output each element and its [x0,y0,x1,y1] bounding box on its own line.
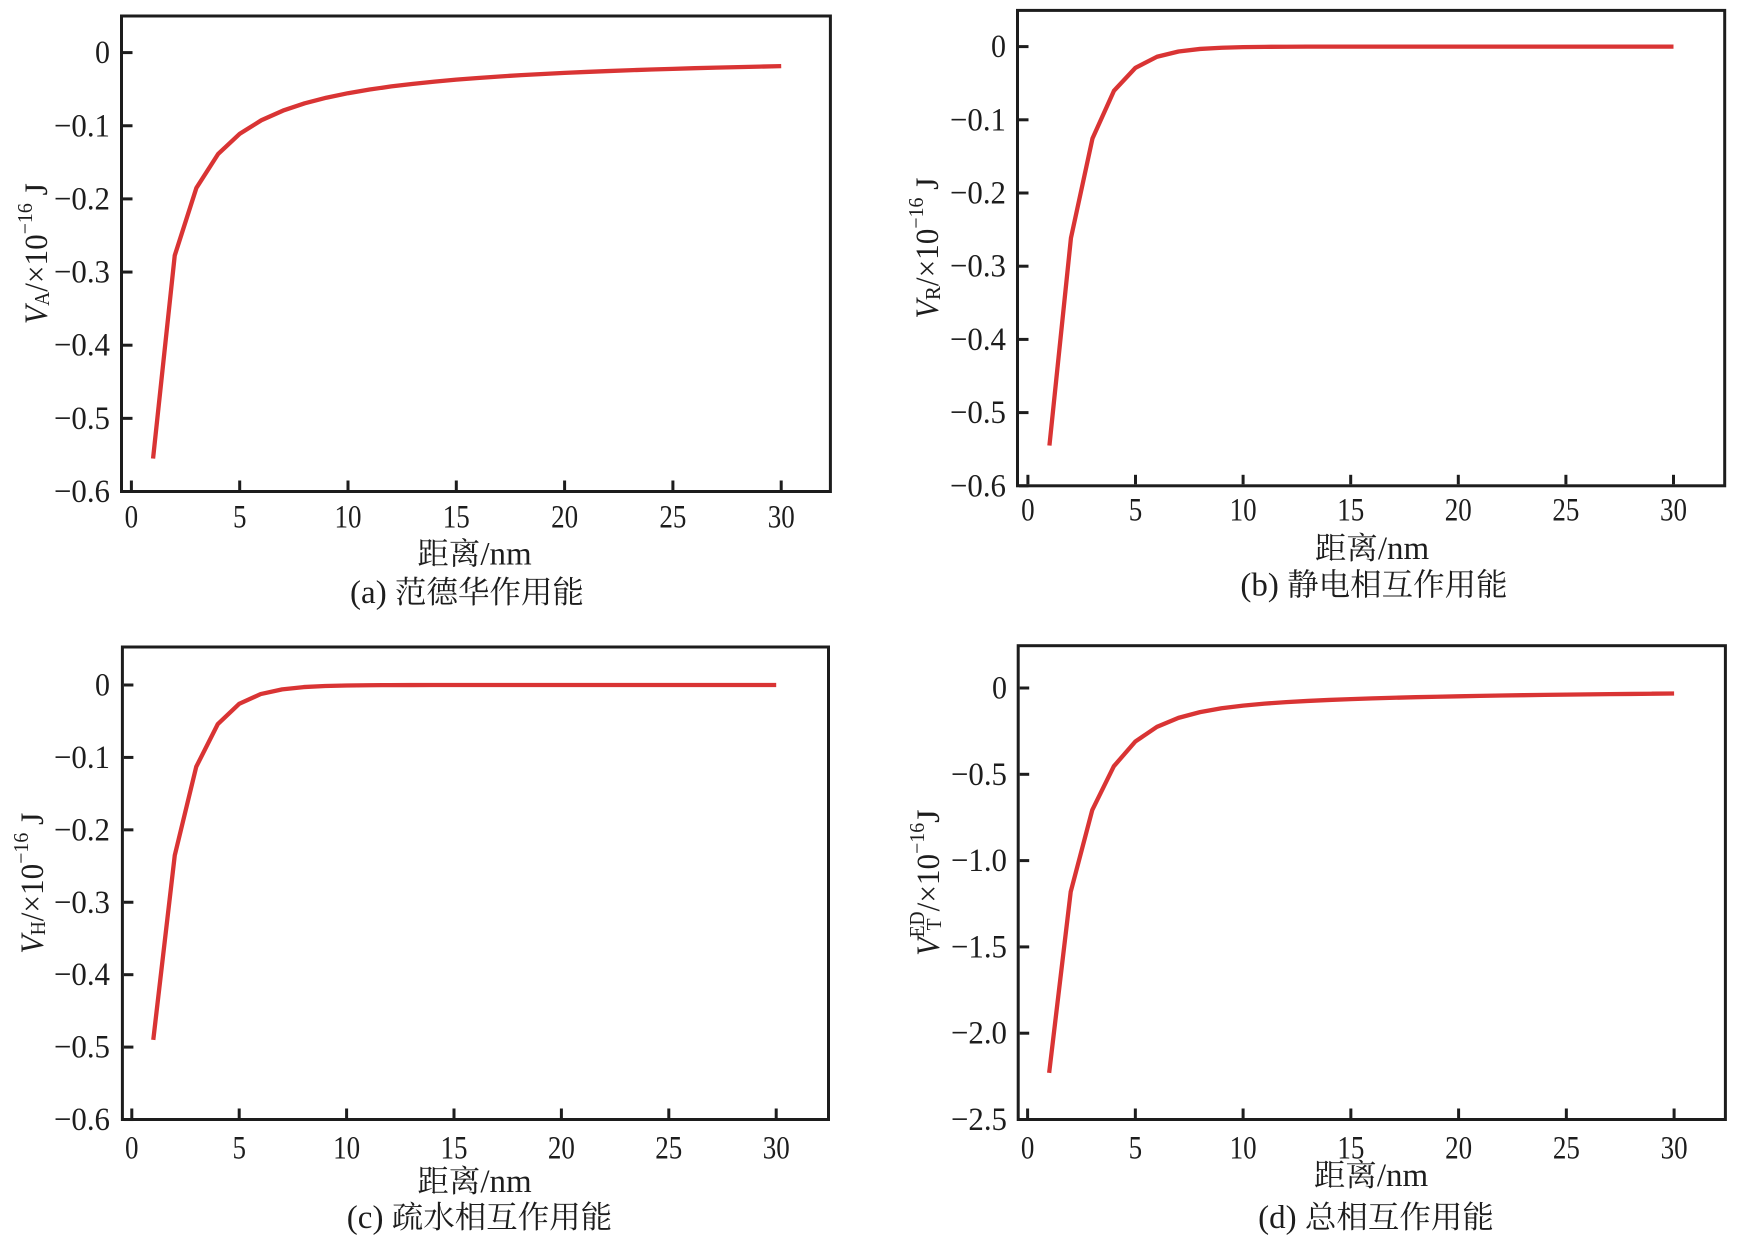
svg-text:/×10: /×10 [15,864,51,922]
svg-text:20: 20 [1445,1130,1472,1166]
svg-text:(b): (b) [1240,568,1287,604]
svg-text:25: 25 [659,500,686,536]
svg-text:J: J [910,177,946,197]
svg-text:0: 0 [992,671,1007,707]
svg-text:−0.1: −0.1 [950,102,1006,138]
svg-text:5: 5 [233,500,247,536]
svg-text:−0.5: −0.5 [950,395,1006,431]
svg-text:J: J [911,809,947,823]
svg-text:V: V [19,302,55,324]
svg-text:0: 0 [125,500,139,536]
svg-text:10: 10 [1230,492,1257,528]
svg-text:30: 30 [1661,1130,1688,1166]
svg-text:10: 10 [335,500,362,536]
svg-text:10: 10 [333,1130,360,1166]
svg-text:J: J [19,183,55,203]
svg-text:T: T [922,918,946,930]
svg-text:−0.4: −0.4 [950,322,1006,358]
svg-text:/nm: /nm [1377,1158,1429,1194]
svg-text:/×10: /×10 [911,854,947,912]
svg-text:−0.2: −0.2 [54,812,110,848]
svg-text:−2.0: −2.0 [951,1016,1007,1052]
svg-text:V: V [910,297,946,319]
svg-text:R: R [921,286,945,300]
svg-text:25: 25 [1553,1130,1580,1166]
svg-text:−0.5: −0.5 [951,757,1007,793]
svg-text:/×10: /×10 [910,229,946,287]
svg-text:/nm: /nm [1378,531,1430,567]
svg-text:5: 5 [232,1130,246,1166]
svg-text:−0.6: −0.6 [54,1102,110,1138]
svg-text:25: 25 [1552,492,1579,528]
svg-text:/nm: /nm [480,537,532,573]
svg-text:H: H [26,921,50,935]
svg-text:−0.1: −0.1 [54,740,110,776]
svg-text:−0.4: −0.4 [54,328,110,364]
svg-text:25: 25 [655,1130,682,1166]
svg-text:−0.6: −0.6 [950,468,1006,504]
svg-text:15: 15 [443,500,470,536]
svg-text:0: 0 [991,29,1006,65]
svg-text:−0.1: −0.1 [54,108,110,144]
svg-text:30: 30 [768,500,795,536]
svg-text:0: 0 [1021,1130,1035,1166]
svg-text:−0.4: −0.4 [54,957,110,993]
svg-text:−0.5: −0.5 [54,401,110,437]
svg-text:−1.0: −1.0 [951,843,1007,879]
svg-text:−16: −16 [9,833,33,864]
svg-text:20: 20 [1445,492,1472,528]
svg-text:/nm: /nm [480,1164,532,1200]
svg-text:5: 5 [1129,492,1143,528]
svg-text:ED: ED [905,911,929,937]
svg-text:15: 15 [1337,492,1364,528]
svg-text:0: 0 [95,668,110,704]
svg-text:−2.5: −2.5 [951,1102,1007,1138]
svg-text:−0.5: −0.5 [54,1030,110,1066]
svg-text:/×10: /×10 [19,234,55,292]
svg-text:−16: −16 [13,203,37,234]
svg-text:−0.2: −0.2 [54,181,110,217]
svg-text:−0.3: −0.3 [950,249,1006,285]
svg-text:30: 30 [763,1130,790,1166]
svg-text:−0.2: −0.2 [950,176,1006,212]
svg-text:0: 0 [1021,492,1035,528]
svg-text:−16: −16 [904,198,928,229]
svg-text:0: 0 [95,35,110,71]
svg-text:0: 0 [125,1130,139,1166]
svg-text:−16: −16 [905,823,929,854]
svg-text:A: A [30,291,54,306]
svg-text:−1.5: −1.5 [951,929,1007,965]
svg-text:30: 30 [1660,492,1687,528]
svg-text:−0.3: −0.3 [54,255,110,291]
svg-text:(c): (c) [347,1200,392,1236]
svg-text:V: V [911,934,947,956]
svg-text:20: 20 [551,500,578,536]
svg-text:−0.3: −0.3 [54,885,110,921]
svg-text:−0.6: −0.6 [54,474,110,510]
svg-text:15: 15 [441,1130,468,1166]
svg-text:V: V [15,932,51,954]
svg-text:(a): (a) [350,575,395,611]
svg-text:J: J [15,813,51,833]
svg-text:(d): (d) [1258,1200,1305,1236]
svg-text:20: 20 [548,1130,575,1166]
svg-text:10: 10 [1230,1130,1257,1166]
svg-text:5: 5 [1129,1130,1143,1166]
